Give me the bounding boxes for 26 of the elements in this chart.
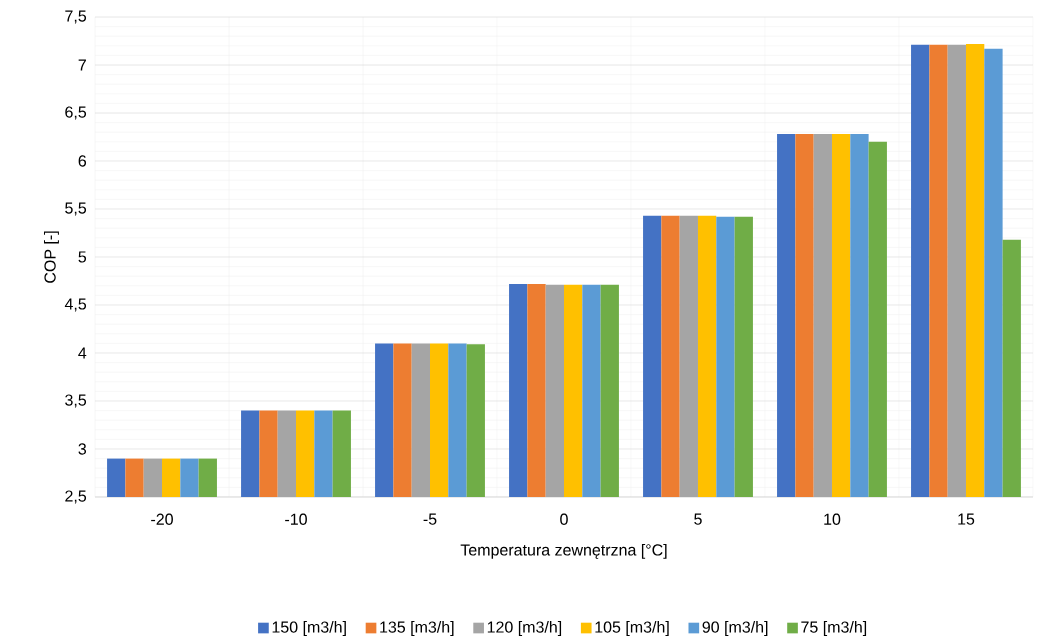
- y-tick-label: 7,5: [65, 10, 87, 24]
- x-tick-label: -10: [285, 513, 307, 525]
- legend-label: 120 [m3/h]: [487, 621, 562, 636]
- y-tick-label: 7: [78, 59, 86, 71]
- x-tick-label: 5: [694, 513, 702, 525]
- legend-label: 135 [m3/h]: [380, 621, 454, 636]
- x-tick-label: 0: [560, 513, 568, 525]
- x-tick-label: -5: [423, 513, 437, 525]
- x-tick-label: 10: [824, 513, 841, 525]
- y-tick-label: 3: [78, 443, 87, 455]
- legend-label: 105 [m3/h]: [595, 621, 669, 636]
- y-tick-label: 3,5: [65, 394, 87, 408]
- y-tick-label: 5: [78, 251, 87, 263]
- legend-label: 90 [m3/h]: [702, 621, 768, 636]
- x-tick-label: 15: [958, 513, 975, 525]
- x-axis-title: Temperatura zewnętrzna [°C]: [460, 543, 667, 559]
- y-tick-label: 5,5: [65, 202, 87, 216]
- y-tick-label: 4,5: [64, 298, 87, 312]
- x-tick-label: -20: [151, 513, 173, 525]
- y-tick-label: 6,5: [65, 106, 87, 120]
- y-axis-title: COP [-]: [44, 231, 59, 283]
- y-tick-label: 4: [78, 347, 87, 359]
- legend-label: 75 [m3/h]: [801, 621, 867, 636]
- y-tick-label: 2,5: [65, 490, 87, 504]
- y-tick-label: 6: [78, 155, 87, 167]
- legend-label: 150 [m3/h]: [272, 621, 346, 636]
